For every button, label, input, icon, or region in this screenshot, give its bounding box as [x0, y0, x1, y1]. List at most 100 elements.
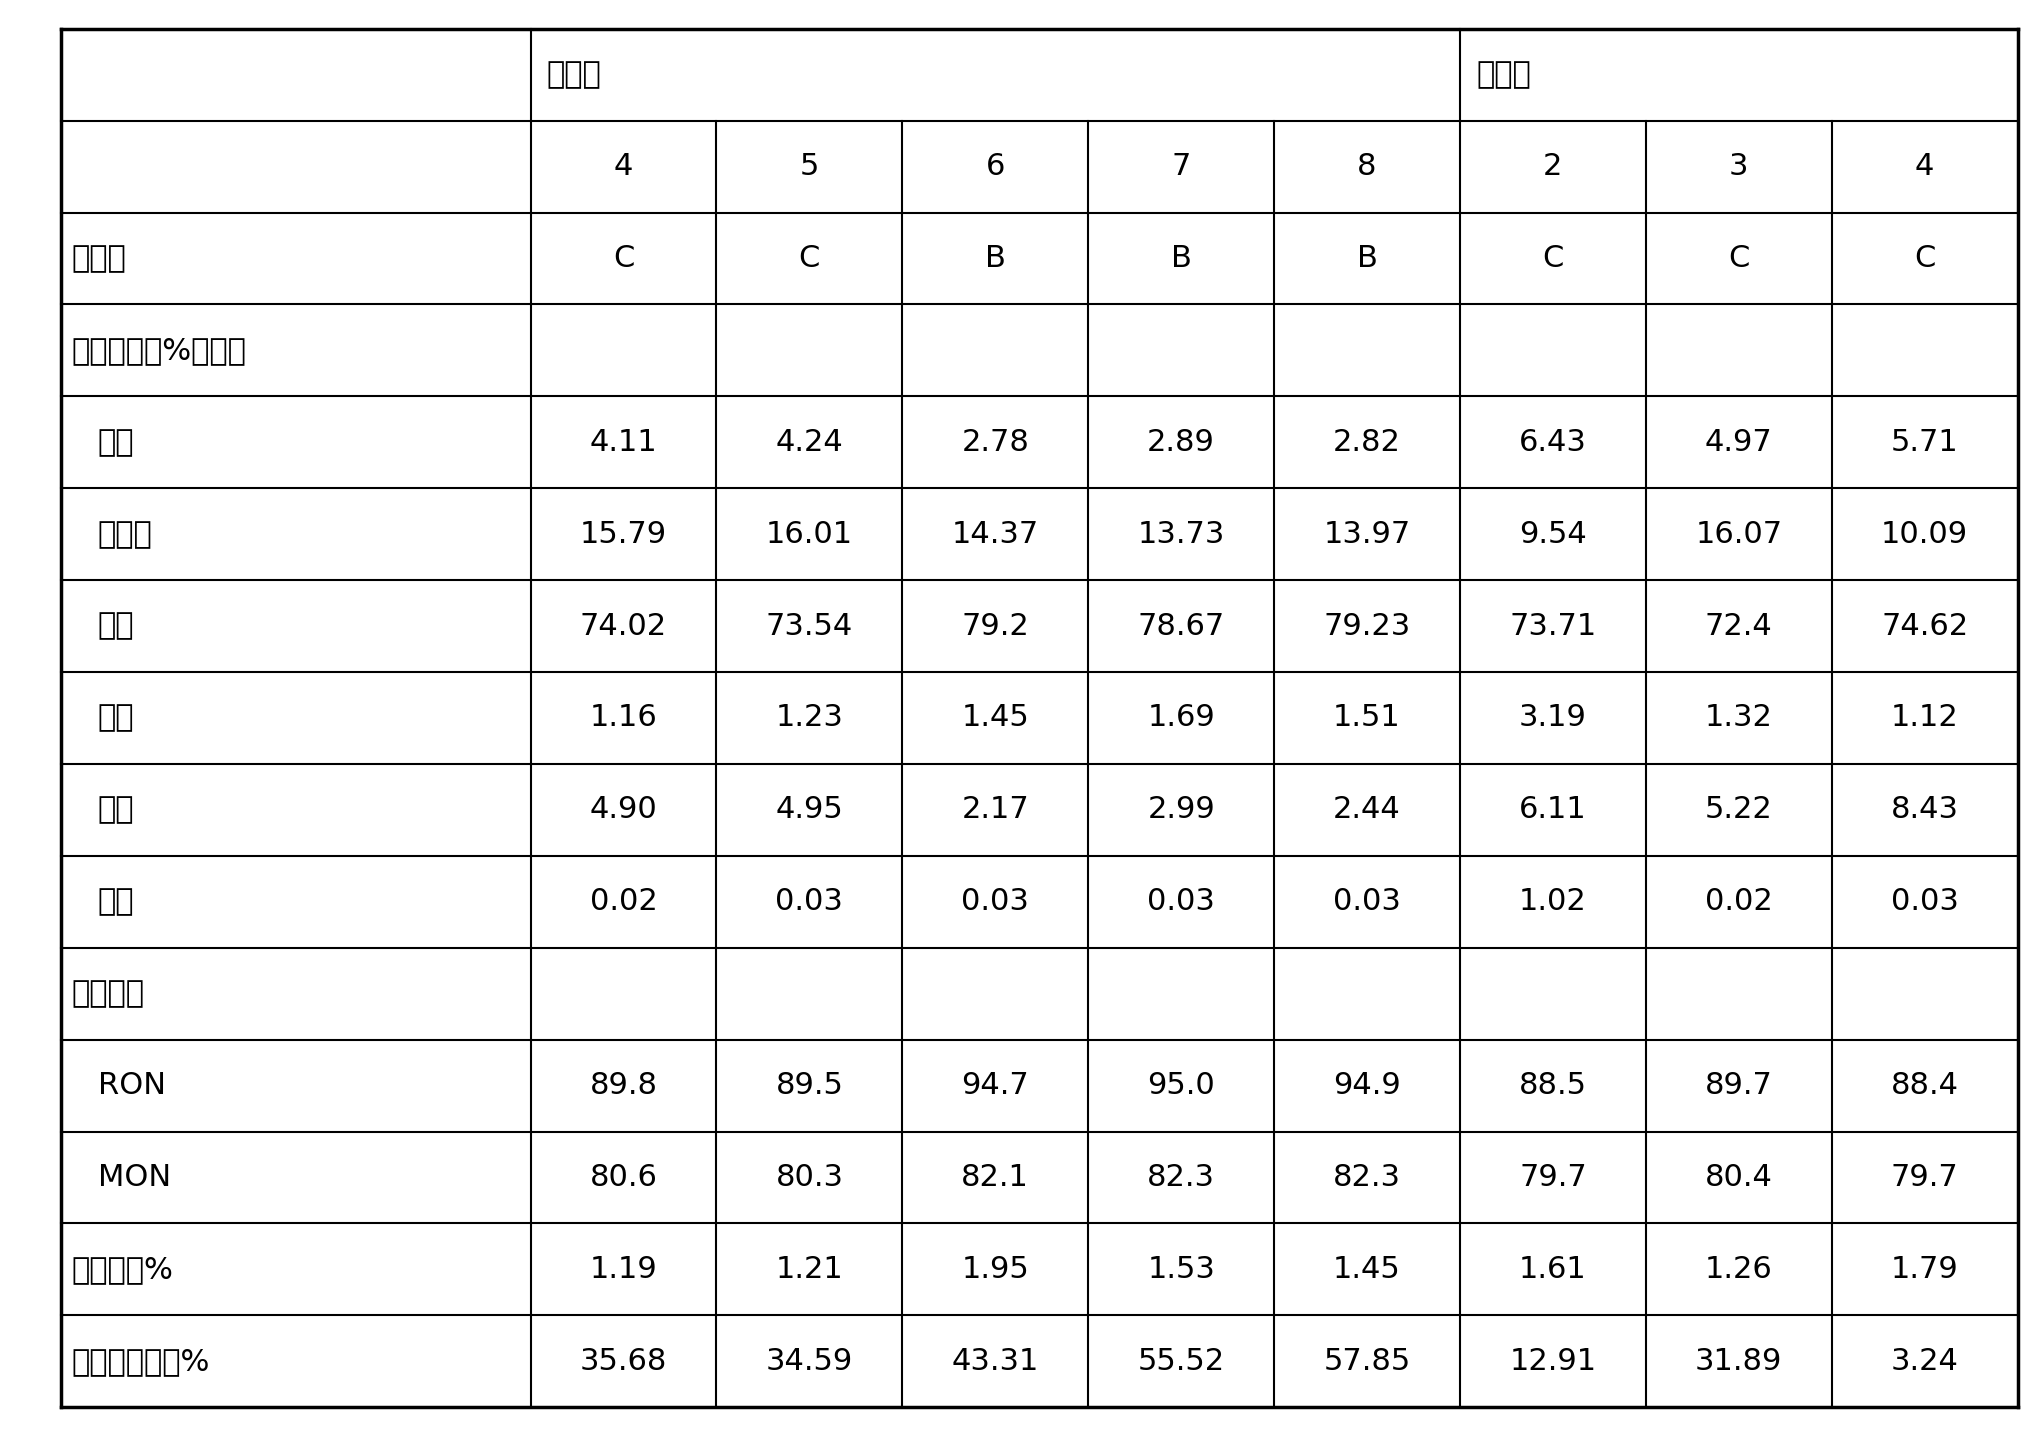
Text: 7: 7 — [1172, 152, 1190, 181]
Text: 3: 3 — [1728, 152, 1749, 181]
Text: 产品分布，%（重）: 产品分布，%（重） — [71, 336, 247, 365]
Text: 汽油: 汽油 — [98, 612, 135, 640]
Text: 1.45: 1.45 — [1333, 1255, 1400, 1284]
Text: 43.31: 43.31 — [952, 1347, 1039, 1376]
Text: 2.82: 2.82 — [1333, 428, 1400, 457]
Text: 72.4: 72.4 — [1706, 612, 1773, 640]
Text: 74.02: 74.02 — [581, 612, 666, 640]
Text: 实施例: 实施例 — [546, 60, 601, 89]
Text: 0.03: 0.03 — [1891, 887, 1959, 916]
Text: 1.95: 1.95 — [962, 1255, 1029, 1284]
Text: 79.7: 79.7 — [1891, 1163, 1959, 1192]
Text: 0.03: 0.03 — [776, 887, 844, 916]
Text: 柴油: 柴油 — [98, 704, 135, 732]
Text: 31.89: 31.89 — [1696, 1347, 1783, 1376]
Text: C: C — [1914, 244, 1936, 273]
Text: 8.43: 8.43 — [1891, 796, 1959, 824]
Text: 4: 4 — [613, 152, 634, 181]
Text: 4.11: 4.11 — [589, 428, 658, 457]
Text: 89.8: 89.8 — [589, 1071, 658, 1100]
Text: 原料油: 原料油 — [71, 244, 126, 273]
Text: 57.85: 57.85 — [1323, 1347, 1410, 1376]
Text: 79.23: 79.23 — [1323, 612, 1410, 640]
Text: 4.90: 4.90 — [589, 796, 658, 824]
Text: 5.22: 5.22 — [1706, 796, 1773, 824]
Text: 0.03: 0.03 — [1333, 887, 1400, 916]
Text: C: C — [613, 244, 634, 273]
Text: 损失: 损失 — [98, 887, 135, 916]
Text: 88.5: 88.5 — [1518, 1071, 1588, 1100]
Text: 6: 6 — [986, 152, 1005, 181]
Text: 9.54: 9.54 — [1518, 520, 1588, 549]
Text: 89.7: 89.7 — [1706, 1071, 1773, 1100]
Text: 73.71: 73.71 — [1510, 612, 1596, 640]
Text: 焦炭: 焦炭 — [98, 796, 135, 824]
Text: 80.6: 80.6 — [589, 1163, 658, 1192]
Text: 16.07: 16.07 — [1696, 520, 1783, 549]
Text: B: B — [1357, 244, 1378, 273]
Text: 1.53: 1.53 — [1147, 1255, 1215, 1284]
Text: 95.0: 95.0 — [1147, 1071, 1215, 1100]
Text: 1.23: 1.23 — [776, 704, 844, 732]
Text: 1.26: 1.26 — [1706, 1255, 1773, 1284]
Text: 1.12: 1.12 — [1891, 704, 1959, 732]
Text: B: B — [1170, 244, 1192, 273]
Text: 14.37: 14.37 — [952, 520, 1039, 549]
Text: 3.24: 3.24 — [1891, 1347, 1959, 1376]
Text: 4.97: 4.97 — [1706, 428, 1773, 457]
Text: 80.3: 80.3 — [774, 1163, 844, 1192]
Text: 94.7: 94.7 — [962, 1071, 1029, 1100]
Text: 88.4: 88.4 — [1891, 1071, 1959, 1100]
Text: 79.2: 79.2 — [962, 612, 1029, 640]
Text: 10.09: 10.09 — [1881, 520, 1969, 549]
Text: 1.51: 1.51 — [1333, 704, 1400, 732]
Text: C: C — [799, 244, 819, 273]
Text: 1.79: 1.79 — [1891, 1255, 1959, 1284]
Text: 4: 4 — [1916, 152, 1934, 181]
Text: 2: 2 — [1543, 152, 1563, 181]
Text: 1.16: 1.16 — [589, 704, 658, 732]
Text: 1.19: 1.19 — [589, 1255, 658, 1284]
Text: 0.02: 0.02 — [589, 887, 658, 916]
Text: 4.24: 4.24 — [776, 428, 844, 457]
Text: 液化气: 液化气 — [98, 520, 153, 549]
Text: 6.11: 6.11 — [1518, 796, 1588, 824]
Text: 0.03: 0.03 — [962, 887, 1029, 916]
Text: 80.4: 80.4 — [1706, 1163, 1773, 1192]
Text: 13.97: 13.97 — [1323, 520, 1410, 549]
Text: 16.01: 16.01 — [766, 520, 854, 549]
Text: 1.32: 1.32 — [1706, 704, 1773, 732]
Text: 汽油性质: 汽油性质 — [71, 979, 145, 1008]
Text: 34.59: 34.59 — [766, 1347, 854, 1376]
Text: 2.17: 2.17 — [962, 796, 1029, 824]
Text: 89.5: 89.5 — [776, 1071, 844, 1100]
Text: 1.02: 1.02 — [1518, 887, 1588, 916]
Text: 1.45: 1.45 — [962, 704, 1029, 732]
Text: 82.3: 82.3 — [1333, 1163, 1400, 1192]
Text: 79.7: 79.7 — [1518, 1163, 1588, 1192]
Text: 74.62: 74.62 — [1881, 612, 1969, 640]
Text: 1.61: 1.61 — [1518, 1255, 1588, 1284]
Text: C: C — [1543, 244, 1563, 273]
Text: RON: RON — [98, 1071, 165, 1100]
Text: 82.3: 82.3 — [1147, 1163, 1215, 1192]
Text: 苯含量降低，%: 苯含量降低，% — [71, 1347, 210, 1376]
Text: 35.68: 35.68 — [581, 1347, 666, 1376]
Text: 1.69: 1.69 — [1147, 704, 1215, 732]
Text: 94.9: 94.9 — [1333, 1071, 1400, 1100]
Text: 82.1: 82.1 — [962, 1163, 1029, 1192]
Text: 2.99: 2.99 — [1147, 796, 1215, 824]
Text: 55.52: 55.52 — [1137, 1347, 1225, 1376]
Text: 78.67: 78.67 — [1137, 612, 1225, 640]
Text: 3.19: 3.19 — [1518, 704, 1588, 732]
Text: C: C — [1728, 244, 1749, 273]
Text: 0.02: 0.02 — [1706, 887, 1773, 916]
Text: 2.78: 2.78 — [962, 428, 1029, 457]
Text: 8: 8 — [1357, 152, 1378, 181]
Text: 5: 5 — [799, 152, 819, 181]
Text: 0.03: 0.03 — [1147, 887, 1215, 916]
Text: B: B — [984, 244, 1005, 273]
Text: 4.95: 4.95 — [776, 796, 844, 824]
Text: 干气: 干气 — [98, 428, 135, 457]
Text: 73.54: 73.54 — [766, 612, 854, 640]
